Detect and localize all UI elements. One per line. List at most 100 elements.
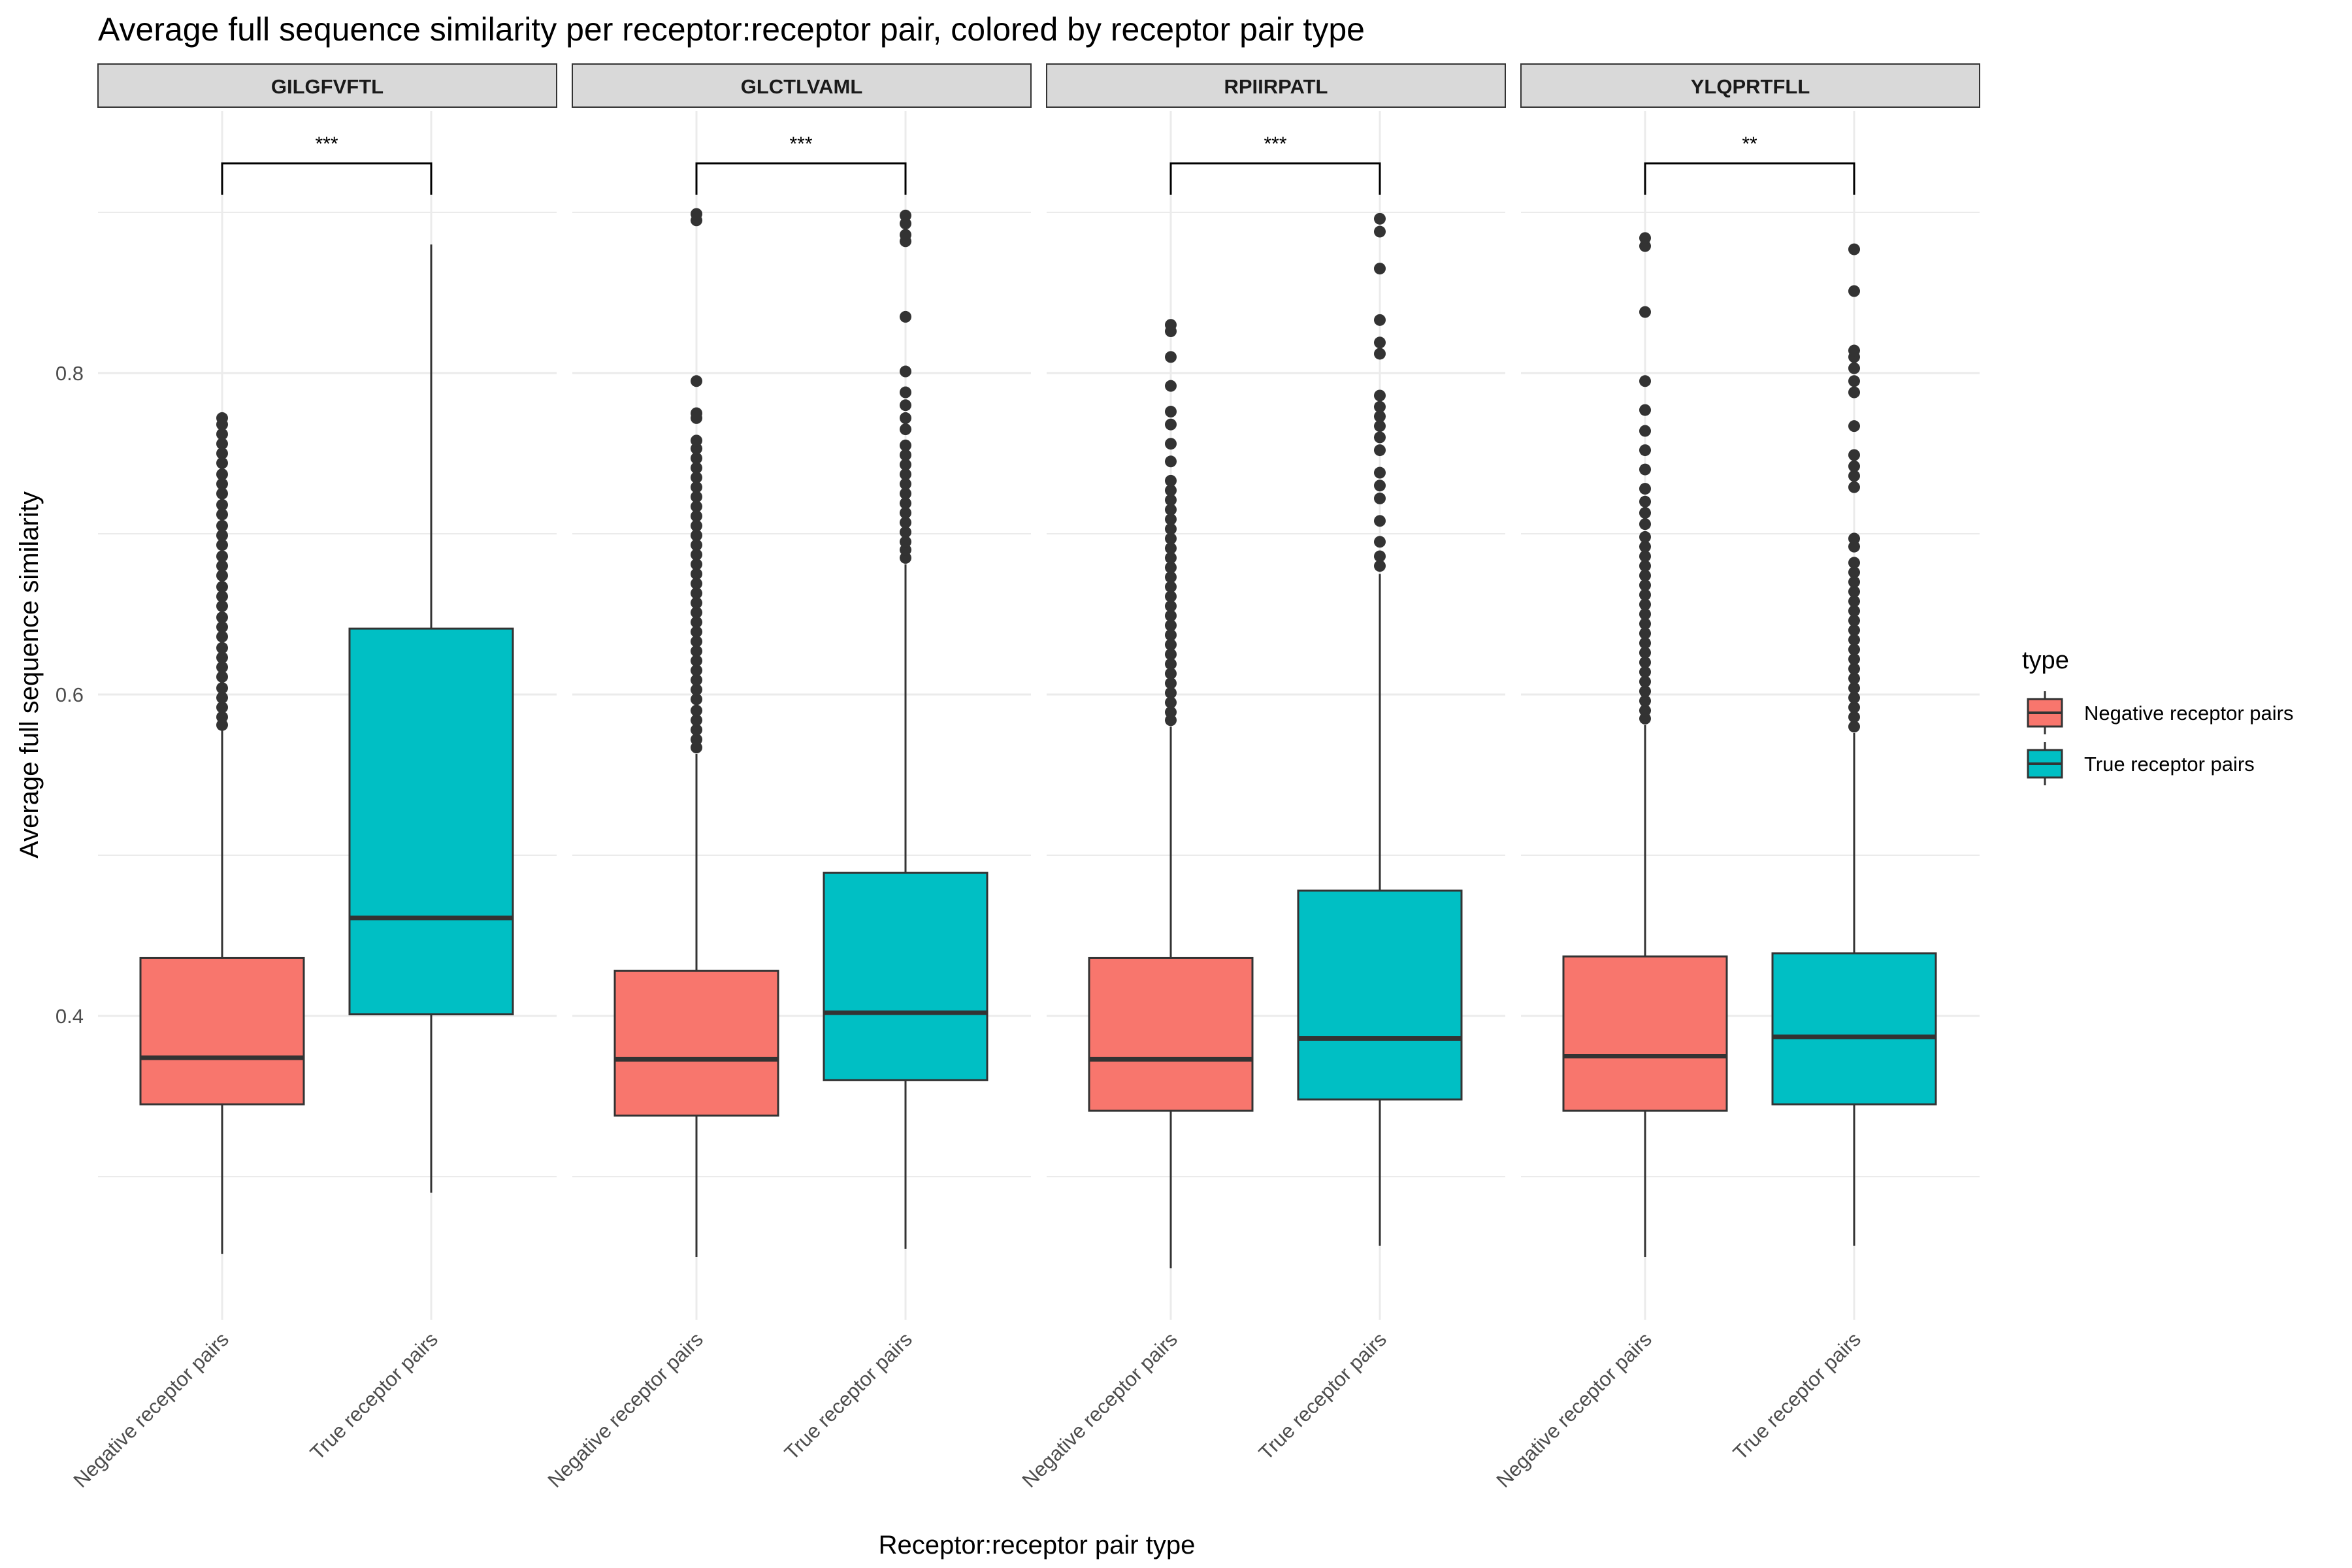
- legend-key-true: True receptor pairs: [2027, 742, 2255, 785]
- y-tick-label: 0.8: [56, 362, 84, 385]
- outlier-point: [1639, 495, 1651, 508]
- outlier-point: [900, 526, 911, 538]
- outlier-point: [691, 674, 702, 686]
- outlier-point: [1374, 560, 1386, 572]
- outlier-point: [1848, 460, 1860, 472]
- outlier-point: [216, 487, 228, 500]
- outlier-point: [1165, 406, 1177, 418]
- outlier-point: [691, 733, 702, 745]
- outlier-point: [216, 519, 228, 532]
- outlier-point: [900, 507, 911, 519]
- outlier-point: [1639, 637, 1651, 649]
- outlier-point: [1165, 438, 1177, 450]
- facet-strip-label: RPIIRPATL: [1224, 75, 1328, 98]
- box-negative: [1088, 319, 1254, 1269]
- legend-label: Negative receptor pairs: [2084, 702, 2294, 725]
- outlier-point: [691, 491, 702, 503]
- significance-bracket: [1169, 162, 1381, 195]
- outlier-point: [1639, 598, 1651, 611]
- outlier-point: [900, 423, 911, 436]
- outlier-point: [900, 468, 911, 480]
- outlier-point: [691, 635, 702, 647]
- outlier-point: [1639, 404, 1651, 416]
- outlier-point: [1639, 656, 1651, 668]
- outlier-point: [1848, 701, 1860, 713]
- outlier-point: [1848, 540, 1860, 553]
- outlier-point: [1848, 721, 1860, 733]
- outlier-point: [1848, 481, 1860, 493]
- outlier-point: [1165, 561, 1177, 574]
- outlier-point: [900, 209, 911, 221]
- outlier-point: [216, 711, 228, 723]
- outlier-point: [1639, 712, 1651, 725]
- facet-strip: [1046, 63, 1506, 108]
- outlier-point: [216, 670, 228, 683]
- outlier-point: [1639, 507, 1651, 519]
- outlier-point: [1374, 444, 1386, 457]
- y-tick-label: 0.6: [56, 683, 84, 706]
- outlier-point: [691, 462, 702, 474]
- outlier-point: [1848, 566, 1860, 579]
- outlier-point: [900, 439, 911, 451]
- outlier-point: [691, 442, 702, 455]
- box-true: [823, 209, 988, 1249]
- x-axis-title: Receptor:receptor pair type: [879, 1531, 1196, 1560]
- outlier-point: [1374, 550, 1386, 563]
- outlier-point: [1165, 677, 1177, 689]
- significance-bracket: [221, 162, 433, 195]
- outlier-point: [1165, 658, 1177, 670]
- outlier-point: [1848, 624, 1860, 636]
- box-iqr: [1562, 955, 1728, 1112]
- outlier-point: [216, 428, 228, 440]
- outlier-point: [1165, 648, 1177, 661]
- significance-label: **: [1742, 133, 1757, 155]
- outlier-point: [216, 600, 228, 612]
- outlier-point: [1639, 676, 1651, 688]
- outlier-point: [691, 645, 702, 657]
- outlier-point: [1639, 483, 1651, 495]
- outlier-point: [1848, 386, 1860, 399]
- box-iqr: [139, 956, 305, 1105]
- outlier-point: [1165, 629, 1177, 641]
- outlier-point: [900, 449, 911, 461]
- outlier-point: [691, 529, 702, 542]
- outlier-point: [691, 578, 702, 590]
- outlier-point: [900, 551, 911, 564]
- outlier-point: [900, 218, 911, 230]
- outlier-point: [691, 714, 702, 727]
- outlier-point: [691, 606, 702, 619]
- outlier-point: [1374, 492, 1386, 504]
- legend-label: True receptor pairs: [2084, 753, 2255, 776]
- outlier-point: [691, 208, 702, 220]
- outlier-point: [1165, 418, 1177, 431]
- outlier-point: [1848, 644, 1860, 656]
- outlier-point: [1848, 653, 1860, 665]
- outlier-point: [216, 468, 228, 480]
- box-iqr: [1297, 889, 1463, 1101]
- outlier-point: [1165, 532, 1177, 545]
- facet-panels: GILGFVFTL***Negative receptor pairs True …: [69, 63, 1980, 1492]
- outlier-point: [1374, 466, 1386, 479]
- outlier-point: [1639, 306, 1651, 318]
- outlier-point: [1165, 696, 1177, 709]
- outlier-point: [900, 365, 911, 378]
- outlier-point: [1639, 647, 1651, 659]
- outlier-point: [1639, 666, 1651, 678]
- outlier-point: [691, 626, 702, 638]
- outlier-point: [1848, 711, 1860, 723]
- facet-strip: [572, 63, 1032, 108]
- outlier-point: [1848, 595, 1860, 608]
- outlier-point: [691, 539, 702, 551]
- y-axis-title: Average full sequence similarity: [15, 491, 44, 858]
- outlier-point: [1165, 551, 1177, 564]
- outlier-point: [1848, 557, 1860, 569]
- outlier-point: [1374, 348, 1386, 360]
- outlier-point: [216, 448, 228, 459]
- outlier-point: [1848, 420, 1860, 433]
- outlier-point: [691, 742, 702, 754]
- outlier-point: [1848, 362, 1860, 374]
- outlier-point: [216, 560, 228, 572]
- outlier-point: [1639, 617, 1651, 630]
- outlier-point: [1639, 589, 1651, 601]
